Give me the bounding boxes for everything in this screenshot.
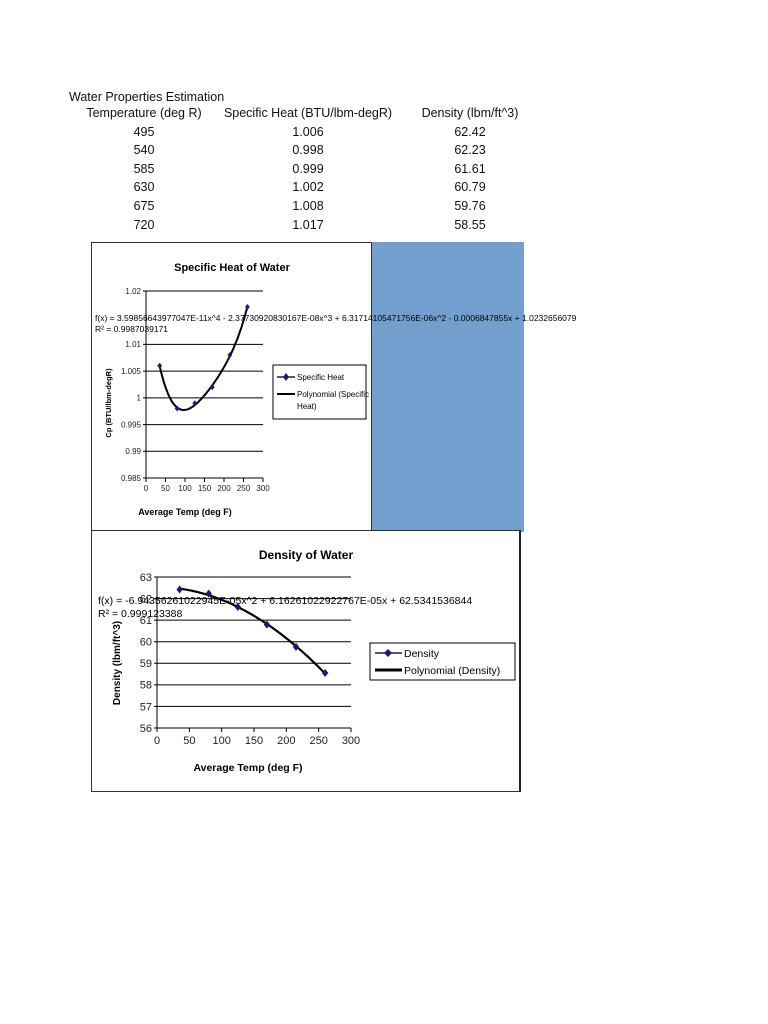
x-axis-ticks: 0 50 100 150 200 250 300 <box>154 735 360 747</box>
data-point-marker[interactable] <box>205 589 212 598</box>
cell-temperature[interactable]: 630 <box>133 180 155 195</box>
chart-title: Density of Water <box>259 548 354 562</box>
data-point-marker[interactable] <box>209 384 215 391</box>
header-temperature[interactable]: Temperature (deg R) <box>86 106 202 120</box>
data-point-marker[interactable] <box>192 400 198 407</box>
data-point-marker[interactable] <box>245 304 250 311</box>
svg-text:56: 56 <box>140 723 152 735</box>
legend-item-polynomial-line1: Polynomial (Specific <box>297 390 369 399</box>
cell-specific-heat[interactable]: 0.998 <box>292 143 324 158</box>
svg-text:59: 59 <box>140 658 152 670</box>
x-axis-label: Average Temp (deg F) <box>138 507 232 517</box>
svg-text:1.01: 1.01 <box>125 340 141 349</box>
svg-text:50: 50 <box>161 484 170 493</box>
cell-temperature[interactable]: 585 <box>133 161 155 176</box>
svg-text:200: 200 <box>217 484 231 493</box>
data-point-marker[interactable] <box>263 620 271 629</box>
trendline-equation: f(x) = -6.94356261022945E-05x^2 + 6.1626… <box>98 595 472 607</box>
header-density[interactable]: Density (lbm/ft^3) <box>421 106 519 120</box>
svg-text:0: 0 <box>144 484 149 493</box>
trendline-equation: f(x) = 3.59856643977047E-11x^4 - 2.37730… <box>95 313 577 323</box>
svg-text:1.005: 1.005 <box>121 367 142 376</box>
density-chart[interactable]: Density of Water 63 62 61 60 59 58 57 56 0 50 100… <box>91 530 521 792</box>
svg-text:62: 62 <box>140 593 152 605</box>
cell-specific-heat[interactable]: 1.002 <box>292 180 324 195</box>
cell-temperature[interactable]: 720 <box>133 217 155 232</box>
trendline-r-squared: R² = 0.9987039171 <box>95 324 168 334</box>
legend-item-polynomial-line2: Heat) <box>297 402 317 411</box>
x-axis-ticks: 0 50 100 150 200 250 300 <box>144 484 270 493</box>
density-plot: Density of Water 63 62 61 60 59 58 57 56 0 50 100… <box>98 548 516 774</box>
svg-text:150: 150 <box>245 735 263 747</box>
svg-text:150: 150 <box>198 484 212 493</box>
legend-item-specific-heat: Specific Heat <box>297 373 345 382</box>
svg-text:60: 60 <box>140 637 152 649</box>
trendline <box>158 308 248 411</box>
cell-density[interactable]: 62.42 <box>454 124 486 139</box>
header-specific-heat[interactable]: Specific Heat (BTU/lbm-degR) <box>223 106 393 120</box>
x-axis-label: Average Temp (deg F) <box>193 762 302 774</box>
data-point-marker[interactable] <box>227 352 233 359</box>
data-point-marker[interactable] <box>292 642 300 651</box>
cell-temperature[interactable]: 540 <box>133 143 155 158</box>
svg-text:57: 57 <box>140 701 152 713</box>
svg-text:250: 250 <box>309 735 327 747</box>
y-axis-label: Cp (BTU/lbm-degR) <box>104 368 113 438</box>
legend-item-polynomial: Polynomial (Density) <box>404 665 500 677</box>
data-point-marker[interactable] <box>234 602 242 611</box>
svg-text:63: 63 <box>140 572 152 584</box>
chart-title: Specific Heat of Water <box>174 262 290 274</box>
cell-density[interactable]: 62.23 <box>454 143 486 158</box>
data-point-marker[interactable] <box>176 585 183 594</box>
diamond-marker-icon <box>384 649 392 657</box>
chart-background-panel <box>371 242 524 532</box>
cell-density[interactable]: 60.79 <box>454 180 486 195</box>
svg-text:1: 1 <box>137 394 142 403</box>
sheet-title: Water Properties Estimation <box>69 90 225 104</box>
trendline <box>179 587 326 674</box>
cell-density[interactable]: 61.61 <box>454 161 486 176</box>
svg-text:0: 0 <box>154 735 160 747</box>
svg-text:300: 300 <box>342 735 360 747</box>
specific-heat-plot: Specific Heat of Water 1.02 1.01 1.005 1 0.9… <box>95 262 577 517</box>
diamond-marker-icon <box>283 373 289 381</box>
cell-density[interactable]: 59.76 <box>454 198 486 213</box>
data-point-marker[interactable] <box>157 362 163 369</box>
legend-item-density: Density <box>404 648 440 660</box>
svg-text:100: 100 <box>178 484 192 493</box>
svg-text:0.99: 0.99 <box>125 447 141 456</box>
gridlines <box>154 576 352 732</box>
legend[interactable]: Specific Heat Polynomial (Specific Heat) <box>272 364 369 420</box>
svg-text:0.995: 0.995 <box>121 420 142 429</box>
y-axis-label: Density (lbm/ft^3) <box>112 621 123 705</box>
cell-temperature[interactable]: 675 <box>133 198 155 213</box>
svg-text:200: 200 <box>277 735 295 747</box>
specific-heat-chart[interactable]: Specific Heat of Water 1.02 1.01 1.005 1 0.9… <box>91 242 577 532</box>
legend[interactable]: Density Polynomial (Density) <box>369 642 516 681</box>
cell-specific-heat[interactable]: 1.006 <box>292 124 324 139</box>
trendline-r-squared: R² = 0.999123388 <box>98 608 183 620</box>
svg-text:58: 58 <box>140 680 152 692</box>
data-point-marker[interactable] <box>174 405 180 412</box>
svg-text:61: 61 <box>140 615 152 627</box>
cell-density[interactable]: 58.55 <box>454 217 486 232</box>
svg-text:0.985: 0.985 <box>121 474 142 483</box>
svg-text:50: 50 <box>183 735 195 747</box>
cell-specific-heat[interactable]: 1.017 <box>292 217 324 232</box>
svg-text:250: 250 <box>237 484 251 493</box>
svg-text:1.02: 1.02 <box>125 287 141 296</box>
data-markers <box>157 304 250 412</box>
cell-specific-heat[interactable]: 0.999 <box>292 161 324 176</box>
cell-temperature[interactable]: 495 <box>133 124 155 139</box>
svg-text:100: 100 <box>212 735 230 747</box>
y-axis-ticks: 1.02 1.01 1.005 1 0.995 0.99 0.985 <box>121 287 142 483</box>
y-axis-ticks: 63 62 61 60 59 58 57 56 <box>140 572 152 735</box>
svg-text:300: 300 <box>256 484 270 493</box>
cell-specific-heat[interactable]: 1.008 <box>292 198 324 213</box>
gridlines <box>143 290 264 482</box>
